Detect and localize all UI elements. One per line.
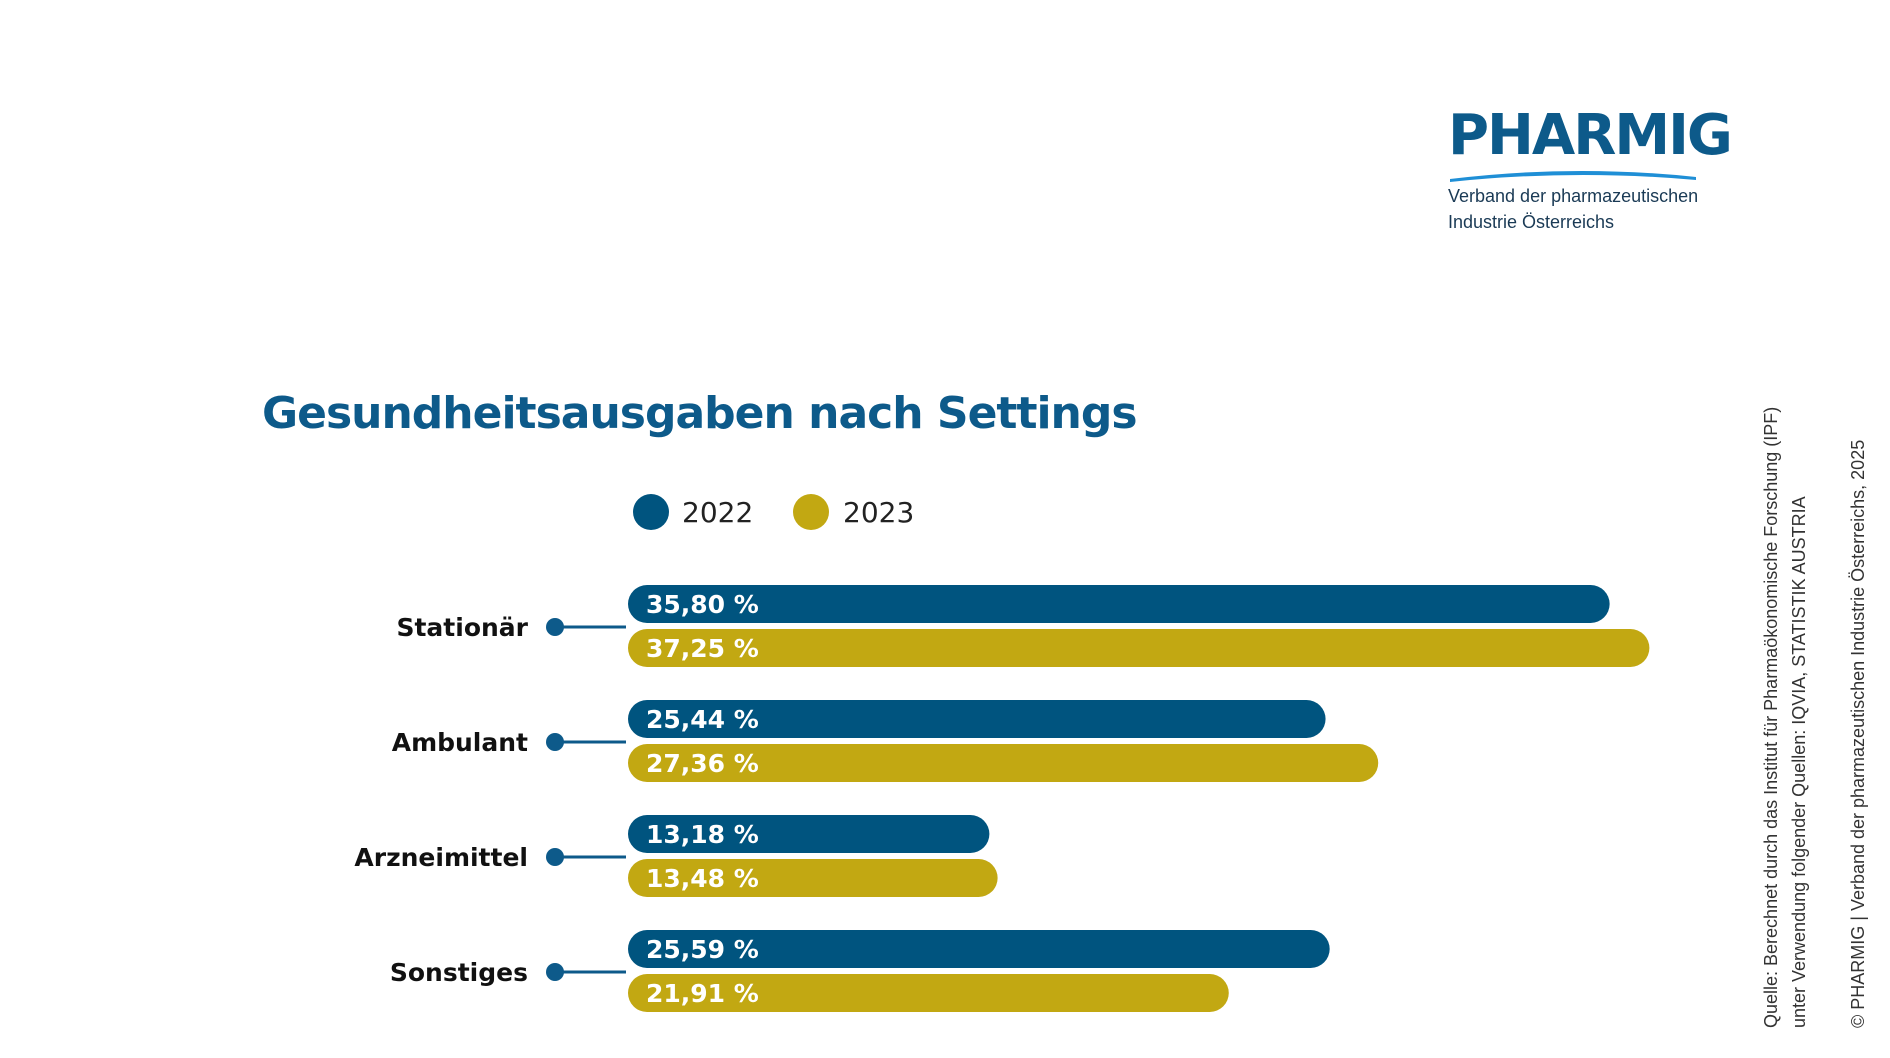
copyright-note: © PHARMIG | Verband der pharmazeutischen… (1848, 439, 1868, 1028)
bar-label-station-r-2023: 37,25 % (646, 634, 759, 663)
bar-station-r-2023 (628, 629, 1650, 667)
pharmig-logo: PHARMIG Verband der pharmazeutischen Ind… (1448, 103, 1733, 234)
bar-label-ambulant-2022: 25,44 % (646, 705, 759, 734)
logo-subtitle-line2: Industrie Österreichs (1448, 212, 1615, 232)
category-label-sonstiges: Sonstiges (390, 958, 528, 987)
legend-dot-2023 (793, 494, 829, 530)
bar-station-r-2022 (628, 585, 1610, 623)
bar-label-ambulant-2023: 27,36 % (646, 749, 759, 778)
logo-swoosh-icon (1450, 170, 1696, 182)
legend-dot-2022 (633, 494, 669, 530)
bar-ambulant-2023 (628, 744, 1379, 782)
legend-label-2023: 2023 (843, 496, 914, 529)
bar-label-sonstiges-2023: 21,91 % (646, 979, 759, 1008)
source-line1: Quelle: Berechnet durch das Institut für… (1761, 406, 1781, 1028)
bar-arzneimittel-2023 (628, 859, 998, 897)
bar-label-sonstiges-2022: 25,59 % (646, 935, 759, 964)
chart-title: Gesundheitsausgaben nach Settings (262, 388, 1138, 439)
logo-subtitle-line1: Verband der pharmazeutischen (1448, 186, 1699, 206)
category-label-arzneimittel: Arzneimittel (354, 843, 528, 872)
source-note: Quelle: Berechnet durch das Institut für… (1757, 407, 1813, 1028)
bar-sonstiges-2022 (628, 930, 1330, 968)
bar-ambulant-2022 (628, 700, 1326, 738)
bar-label-station-r-2022: 35,80 % (646, 590, 759, 619)
bar-sonstiges-2023 (628, 974, 1229, 1012)
logo-wordmark: PHARMIG (1448, 103, 1733, 168)
legend-label-2022: 2022 (682, 496, 753, 529)
bar-arzneimittel-2022 (628, 815, 990, 853)
source-line2: unter Verwendung folgender Quellen: IQVI… (1789, 496, 1809, 1028)
category-label-station-r: Stationär (396, 613, 528, 642)
bar-label-arzneimittel-2022: 13,18 % (646, 820, 759, 849)
bar-label-arzneimittel-2023: 13,48 % (646, 864, 759, 893)
category-label-ambulant: Ambulant (392, 728, 528, 757)
